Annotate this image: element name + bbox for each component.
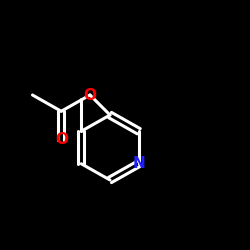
Text: O: O xyxy=(84,88,96,102)
Text: O: O xyxy=(55,132,68,148)
Text: N: N xyxy=(132,156,145,171)
